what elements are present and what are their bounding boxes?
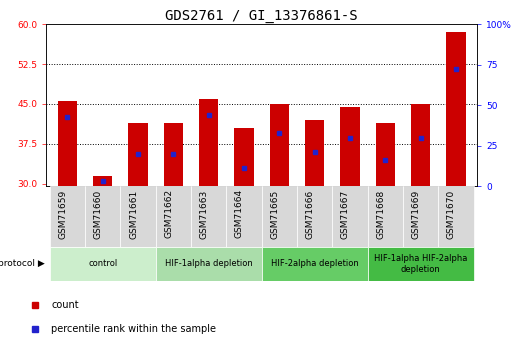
Bar [85,186,121,247]
Text: GSM71666: GSM71666 [306,189,314,239]
Bar [340,107,360,186]
Text: GSM71665: GSM71665 [270,189,279,239]
Text: GSM71659: GSM71659 [58,189,67,239]
Text: control: control [88,259,117,268]
Text: GSM71663: GSM71663 [200,189,209,239]
Bar [269,104,289,186]
Text: GSM71667: GSM71667 [341,189,350,239]
Text: GSM71668: GSM71668 [376,189,385,239]
Text: protocol ▶: protocol ▶ [0,259,45,268]
Bar [234,128,254,186]
Bar [199,99,219,186]
Bar [121,186,155,247]
Text: count: count [51,300,78,310]
Text: GSM71662: GSM71662 [164,189,173,238]
Bar [262,247,368,281]
Bar [50,186,85,247]
Bar [50,247,155,281]
Bar [93,176,112,186]
Bar [368,247,473,281]
Text: HIF-1alpha HIF-2alpha
depletion: HIF-1alpha HIF-2alpha depletion [374,254,467,274]
Bar [155,247,262,281]
Text: GSM71670: GSM71670 [447,189,456,239]
Text: GSM71664: GSM71664 [235,189,244,238]
Title: GDS2761 / GI_13376861-S: GDS2761 / GI_13376861-S [165,9,358,23]
Bar [262,186,297,247]
Text: GSM71661: GSM71661 [129,189,138,239]
Bar [191,186,226,247]
Bar [297,186,332,247]
Text: HIF-2alpha depletion: HIF-2alpha depletion [271,259,359,268]
Bar [332,186,368,247]
Bar [411,104,430,186]
Bar [155,186,191,247]
Bar [368,186,403,247]
Bar [164,122,183,186]
Bar [226,186,262,247]
Text: GSM71660: GSM71660 [94,189,103,239]
Text: GSM71669: GSM71669 [411,189,421,239]
Bar [446,32,466,186]
Bar [57,101,77,186]
Bar [305,120,324,186]
Bar [128,122,148,186]
Text: HIF-1alpha depletion: HIF-1alpha depletion [165,259,252,268]
Bar [403,186,438,247]
Text: percentile rank within the sample: percentile rank within the sample [51,325,216,334]
Bar [376,122,395,186]
Bar [438,186,473,247]
